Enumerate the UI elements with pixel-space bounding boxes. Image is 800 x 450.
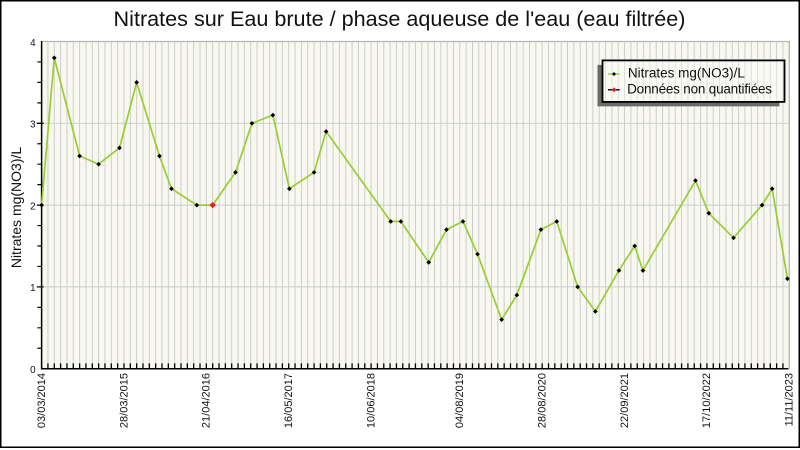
svg-text:4: 4 [30,38,36,49]
svg-text:3: 3 [30,120,36,131]
svg-text:Nitrates mg(NO3)/L: Nitrates mg(NO3)/L [8,147,24,269]
svg-text:21/04/2016: 21/04/2016 [201,373,213,428]
svg-text:0: 0 [30,365,36,376]
svg-text:28/08/2020: 28/08/2020 [536,373,548,428]
svg-text:03/03/2014: 03/03/2014 [36,373,48,428]
svg-text:04/08/2019: 04/08/2019 [454,373,466,428]
svg-text:16/05/2017: 16/05/2017 [283,373,295,428]
svg-text:22/09/2021: 22/09/2021 [619,373,631,428]
svg-text:Nitrates sur Eau brute / phase: Nitrates sur Eau brute / phase aqueuse d… [114,6,686,31]
svg-text:1: 1 [30,283,35,294]
svg-text:Nitrates mg(NO3)/L: Nitrates mg(NO3)/L [628,65,746,80]
svg-text:11/11/2023: 11/11/2023 [784,373,796,426]
svg-text:2: 2 [30,201,35,212]
svg-text:10/06/2018: 10/06/2018 [365,373,377,428]
svg-text:Données non quantifiées: Données non quantifiées [627,82,772,97]
svg-text:28/03/2015: 28/03/2015 [118,373,130,428]
svg-text:17/10/2022: 17/10/2022 [701,373,713,428]
